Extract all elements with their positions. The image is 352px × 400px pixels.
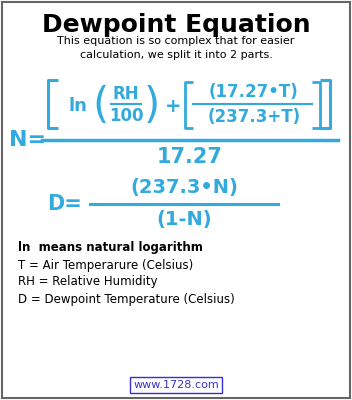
Text: 17.27: 17.27 (157, 147, 223, 167)
Text: 100: 100 (109, 107, 143, 125)
Text: RH: RH (113, 85, 139, 103)
Text: D=: D= (48, 194, 82, 214)
Text: (1-N): (1-N) (156, 210, 212, 230)
Text: T = Air Temperarure (Celsius): T = Air Temperarure (Celsius) (18, 258, 193, 272)
Text: (17.27•T): (17.27•T) (209, 83, 299, 101)
Text: (237.3•N): (237.3•N) (130, 178, 238, 198)
Text: ln  means natural logarithm: ln means natural logarithm (18, 242, 203, 254)
Text: www.1728.com: www.1728.com (133, 380, 219, 390)
Text: This equation is so complex that for easier
calculation, we split it into 2 part: This equation is so complex that for eas… (57, 36, 295, 60)
Text: D = Dewpoint Temperature (Celsius): D = Dewpoint Temperature (Celsius) (18, 292, 235, 306)
Text: N=: N= (10, 130, 46, 150)
Text: ): ) (144, 85, 160, 127)
Text: Dewpoint Equation: Dewpoint Equation (42, 13, 310, 37)
Text: (237.3+T): (237.3+T) (207, 108, 301, 126)
Text: ln: ln (69, 97, 87, 115)
Text: +: + (165, 96, 181, 116)
Text: RH = Relative Humidity: RH = Relative Humidity (18, 276, 158, 288)
Text: (: ( (92, 85, 108, 127)
